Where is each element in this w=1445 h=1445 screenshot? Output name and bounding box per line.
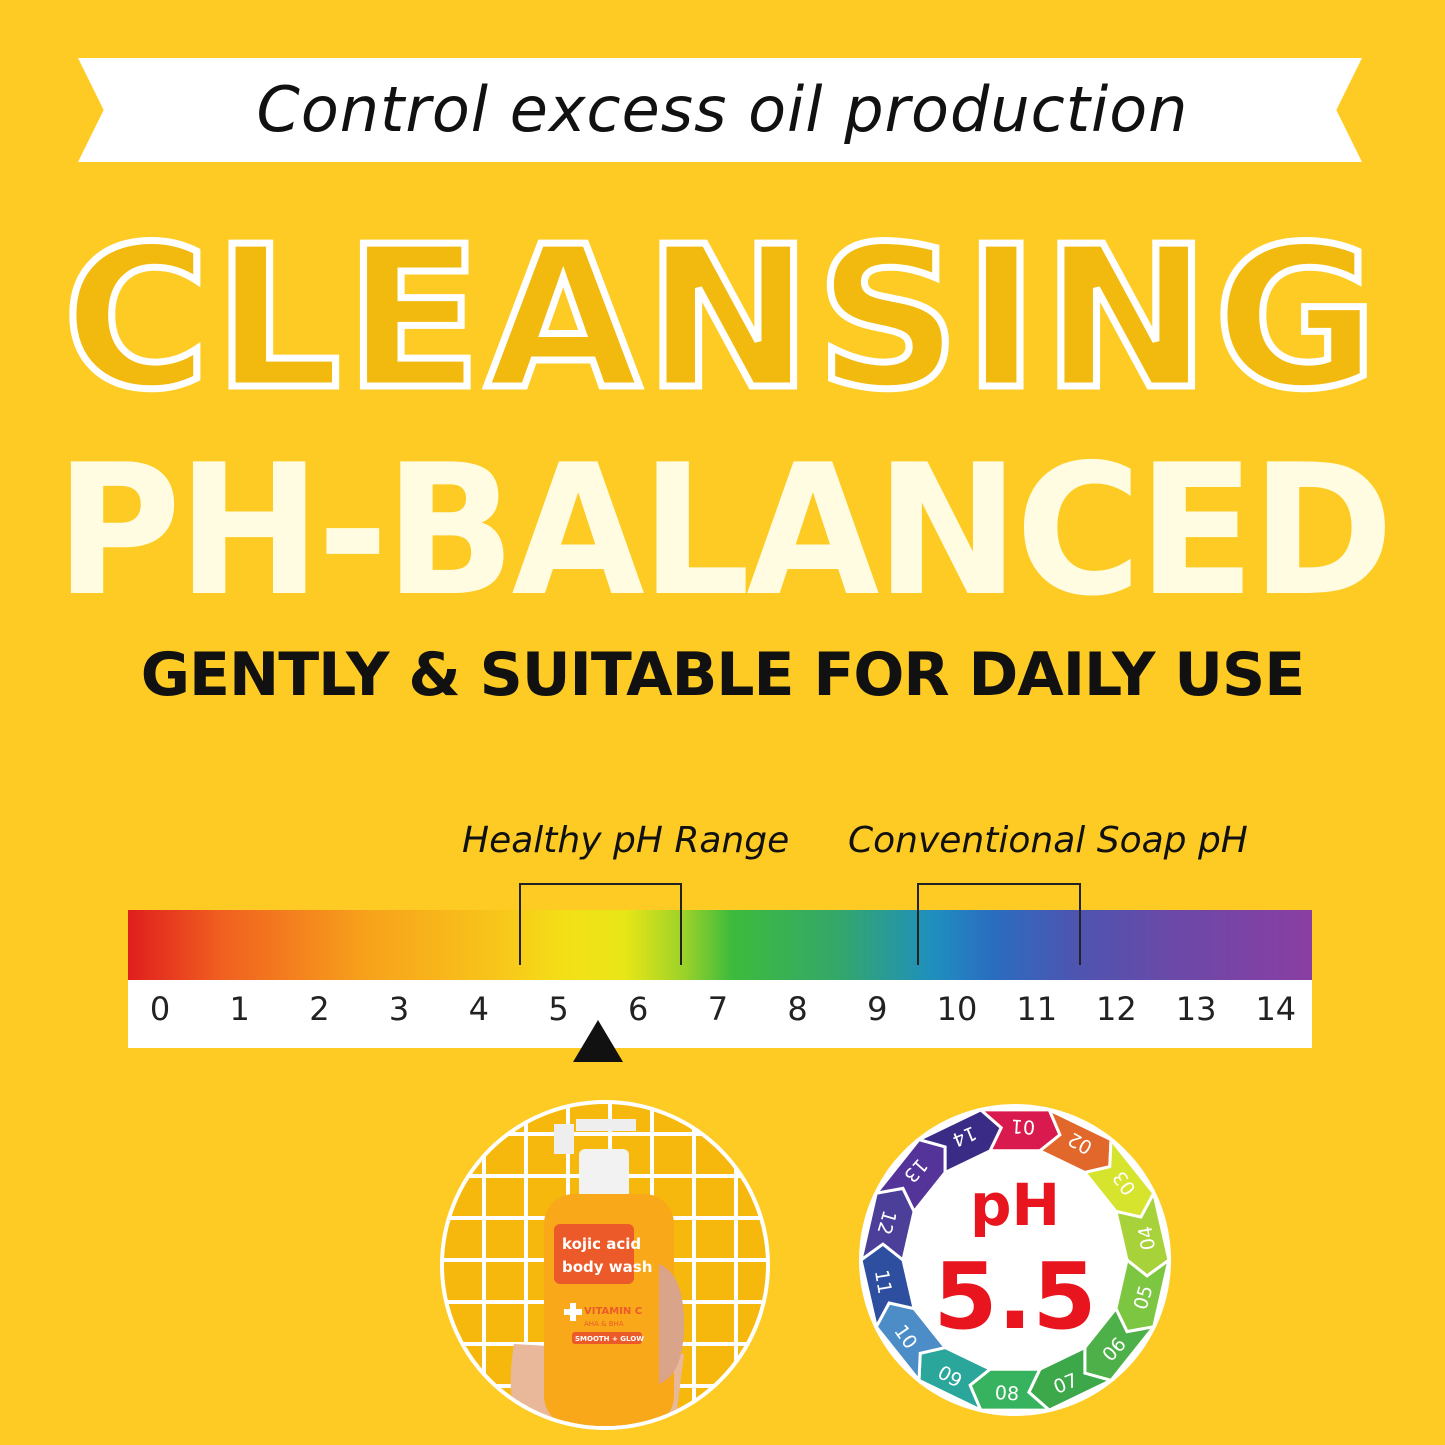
ph-scale-number: 0 bbox=[149, 990, 171, 1028]
product-name-line1: kojic acid bbox=[562, 1235, 641, 1253]
ph-scale-number: 8 bbox=[787, 990, 808, 1028]
product-name-line2: body wash bbox=[562, 1258, 652, 1276]
subheadline: GENTLY & SUITABLE FOR DAILY USE bbox=[140, 640, 1305, 710]
ph-wheel-segment-label: 08 bbox=[994, 1382, 1019, 1405]
product-photo: kojic acid body wash VITAMIN C AHA & BHA… bbox=[440, 1100, 770, 1430]
headline-main: PH-BALANCED bbox=[55, 424, 1394, 637]
ph-wheel-segment-label: 04 bbox=[1134, 1224, 1160, 1251]
ph-scale-number: 3 bbox=[388, 990, 410, 1028]
ph-scale-number: 6 bbox=[628, 990, 649, 1028]
tagline-ribbon bbox=[78, 58, 1362, 162]
ph-gradient-bar bbox=[128, 910, 1312, 980]
tagline: Control excess oil production bbox=[256, 73, 1189, 146]
ph-scale-number: 14 bbox=[1255, 990, 1297, 1028]
soap-range-label: Conventional Soap pH bbox=[848, 820, 1248, 861]
ph-scale-number: 10 bbox=[936, 990, 978, 1028]
ph-wheel-segment bbox=[914, 1108, 1003, 1175]
ph-scale-number: 13 bbox=[1175, 990, 1217, 1028]
ph-badge-label: pH bbox=[970, 1171, 1060, 1239]
ph-scale-number: 7 bbox=[707, 990, 729, 1028]
ph-wheel-segment-label: 11 bbox=[870, 1268, 896, 1295]
ph-scale-number: 12 bbox=[1096, 990, 1137, 1028]
ph-scale-number: 2 bbox=[309, 990, 330, 1028]
plus-icon bbox=[564, 1303, 582, 1321]
soap-range-bracket bbox=[917, 883, 1081, 965]
product-badge: SMOOTH + GLOW bbox=[575, 1335, 644, 1343]
healthy-range-bracket bbox=[518, 883, 683, 965]
ph-scale-number: 11 bbox=[1016, 990, 1058, 1028]
ph-scale-number: 9 bbox=[867, 990, 888, 1028]
product-claim: VITAMIN C bbox=[584, 1306, 642, 1317]
bottle-illustration: kojic acid body wash VITAMIN C AHA & BHA… bbox=[510, 1119, 684, 1426]
ph-wheel-segment-label: 01 bbox=[1010, 1115, 1035, 1138]
healthy-range-label: Healthy pH Range bbox=[462, 820, 790, 861]
ph-pointer-icon bbox=[573, 1020, 624, 1062]
ph-scale-number: 4 bbox=[468, 990, 489, 1028]
ph-scale-number: 5 bbox=[548, 990, 569, 1028]
headline-outline: CLEANSING bbox=[59, 202, 1383, 437]
ph-badge-value: 5.5 bbox=[934, 1243, 1097, 1350]
product-sub-claim: AHA & BHA bbox=[584, 1320, 624, 1328]
ph-number-strip bbox=[128, 980, 1312, 1048]
ph-scale-number: 1 bbox=[229, 990, 250, 1028]
